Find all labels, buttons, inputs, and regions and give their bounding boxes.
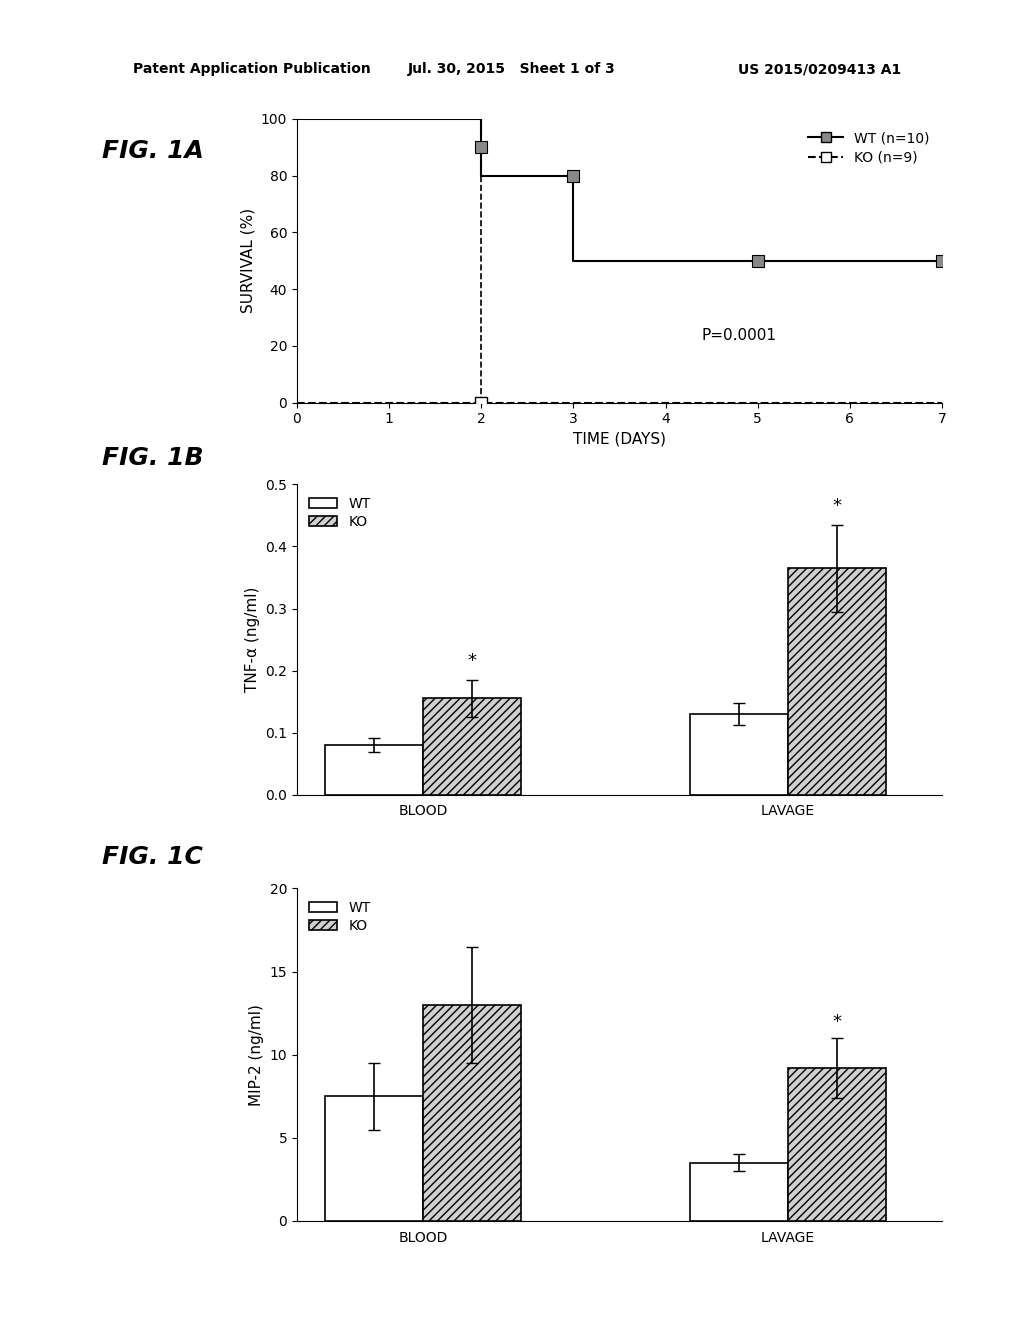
Bar [423,1005,521,1221]
Bar [325,1096,423,1221]
Text: Jul. 30, 2015   Sheet 1 of 3: Jul. 30, 2015 Sheet 1 of 3 [409,62,615,77]
Text: *: * [833,496,842,515]
Text: FIG. 1B: FIG. 1B [102,446,204,470]
Bar [787,1068,886,1221]
Text: Patent Application Publication: Patent Application Publication [133,62,371,77]
X-axis label: TIME (DAYS): TIME (DAYS) [573,432,666,447]
Text: *: * [833,1012,842,1031]
Text: US 2015/0209413 A1: US 2015/0209413 A1 [738,62,901,77]
Y-axis label: MIP-2 (ng/ml): MIP-2 (ng/ml) [249,1003,264,1106]
Text: FIG. 1A: FIG. 1A [102,139,204,162]
Y-axis label: TNF-α (ng/ml): TNF-α (ng/ml) [245,587,260,692]
Text: FIG. 1C: FIG. 1C [102,845,204,869]
Bar [689,1163,787,1221]
Legend: WT, KO: WT, KO [304,491,376,535]
Text: P=0.0001: P=0.0001 [701,329,777,343]
Bar [325,744,423,795]
Legend: WT (n=10), KO (n=9): WT (n=10), KO (n=9) [803,125,935,170]
Bar [787,568,886,795]
Y-axis label: SURVIVAL (%): SURVIVAL (%) [241,209,255,313]
Bar [689,714,787,795]
Bar [423,698,521,795]
Legend: WT, KO: WT, KO [304,895,376,939]
Text: *: * [468,652,477,671]
